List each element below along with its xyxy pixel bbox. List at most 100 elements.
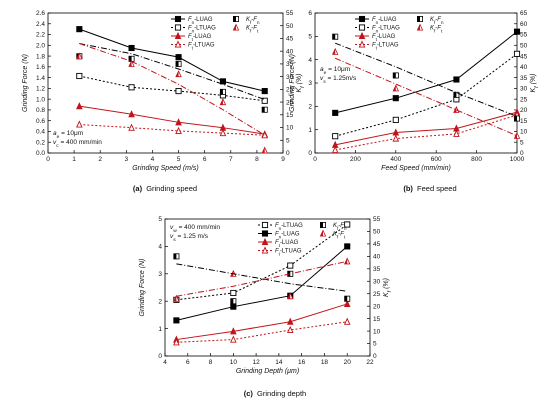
panel-c-series-f-n-luag-point-0 [173,317,180,324]
panel-c-xtick-label-9: 22 [366,359,374,366]
panel-c-series-k-f-f-t-point-2-fill [287,293,291,299]
panel-a-y2tick-label-8: 40 [286,48,294,55]
panel-c-xtick-label-3: 10 [230,359,238,366]
panel-b-y2tick-label-7: 35 [520,75,528,82]
panel-c-xtick-label-6: 16 [298,359,306,366]
panel-a-series-k-f-f-t-point-3-fill [220,99,223,105]
panel-b-y2tick-label-11: 55 [520,32,528,39]
panel-b-xtick-label-1: 200 [350,156,361,163]
panel-c-legend-marker-f-t-ltuag [261,246,269,254]
panel-c-y2tick-label-3: 15 [373,316,381,323]
panel-b-legend-entry-f-n-luag: Fn-LUAG [355,15,397,25]
panel-c-y2tick-label-9: 45 [373,241,381,248]
panel-b-series-k-f-f-t-point-3 [513,131,521,139]
panel-c-ytick-label-0: 0 [158,353,162,360]
panel-a-series-k-f-f-n-trend-line [79,43,265,101]
panel-a-series-k-f-f-t [76,52,268,154]
panel-c-series-f-n-ltuag-point-1 [230,289,237,297]
panel-b-ytick-label-5: 5 [308,34,312,41]
panel-a-legend-marker-f-n-ltuag [174,24,182,31]
panel-b-series-k-f-f-n-point-0 [332,33,339,40]
panel-c-series-f-n-ltuag-line [176,224,348,301]
panel-c-ytick-label-3: 3 [158,271,162,278]
panel-a-series-k-f-f-n-trend [79,43,265,101]
panel-b-y2tick-label-0: 0 [520,150,524,157]
panel-a-legend-marker-f-t-ltuag [174,40,182,48]
panel-b-legend-entry-f-t-ltuag: Ft-LTUAG [355,40,399,50]
panel-b-legend-marker-f-n-luag [358,15,366,23]
panel-c-y2label: Kf (%) [383,278,393,297]
panel-a-series-k-f-f-t-point-0 [76,52,83,60]
panel-b-legend-label-f-n-ltuag: Fn-LTUAG [372,26,400,34]
panel-c-y2tick-label-0: 0 [373,353,377,360]
panel-a-series-f-t-luag [76,102,269,138]
panel-c-legend-marker-f-n-ltuag [261,221,269,229]
panel-a-series-f-n-luag-point-4 [261,88,268,95]
panel-a-series-k-f-f-t-point-1 [128,59,135,67]
caption-a: (a) Grinding speed [133,184,197,193]
panel-c-series-f-n-luag-point-3 [344,243,351,250]
panel-a-xtick-label-0: 0 [46,156,50,163]
panel-b-y2tick-label-10: 50 [520,43,528,50]
panel-a-y2tick-label-5: 25 [286,87,294,94]
panel-a-y2tick-label-4: 20 [286,99,294,106]
panel-c-series-f-t-luag-line [176,303,348,341]
caption-a-label: (a) [133,184,143,193]
panel-a-xtick-label-9: 9 [281,156,285,163]
panel-b-ytick-label-6: 6 [308,10,312,17]
panel-a-legend-label-f-n-luag: Fn-LUAG [188,17,213,25]
panel-c-legend-entry-f-t-luag: Ft-LUAG [258,237,299,248]
panel-c-ytick-label-1: 1 [158,326,162,333]
panel-a-legend-marker-f-n-luag [174,15,182,23]
panel-c-series-k-f-f-n-trend-line [176,263,348,292]
caption-b: (b) Feed speed [403,184,456,193]
caption-c-label: (c) [244,389,254,398]
panel-b-series-k-f-f-t-point-1-fill [393,85,396,91]
panel-b-legend-marker-f-t-luag [358,31,366,40]
panel-c-series-k-f-f-t-point-1-fill [230,270,234,277]
panel-a-series-k-f-f-t-point-1-fill [128,60,132,67]
panel-c-frame [164,218,371,357]
panel-c-legend-entry-k-f-f-n: Kf-Fn [319,221,347,231]
panel-c-series-f-t-luag-point-1 [230,327,237,335]
panel-b-legend-marker-f-n-ltuag [358,24,366,31]
panel-b-xtick-label-5: 1000 [510,156,525,163]
panel-b-ytick-label-2: 2 [308,104,312,111]
panel-a-series-f-t-ltuag-point-1 [128,123,135,131]
panel-b-legend-marker-f-t-ltuag [358,40,366,48]
panel-c-xtick-label-0: 4 [163,359,167,366]
panel-a-series-k-f-f-t-point-3 [219,98,227,106]
panel-a: 0 1 2 3 4 5 6 7 8 90.00.20.40.60.81.01.21.41.61.8… [22,10,306,172]
panel-a-series-f-n-luag-point-3 [219,78,226,85]
panel-c-series-k-f-f-t-trend-line [176,260,348,297]
panel-a-y2tick-label-0: 0 [286,150,290,157]
panel-b-ytick-label-3: 3 [308,80,312,87]
panel-c-series-k-f-f-t-point-2 [287,292,294,300]
panel-b-xtick-label-2: 400 [390,156,401,163]
panel-b-series-k-f-f-n-point-3-fill [514,115,517,122]
panel-a-series-f-t-ltuag-point-3 [219,129,227,137]
panel-b-y2tick-label-13: 65 [520,10,528,17]
panel-a-legend-marker-f-t-luag [174,31,182,40]
panel-c-y2tick-label-6: 30 [373,278,381,285]
panel-c-xtick-label-8: 20 [344,359,352,366]
panel-c-series-k-f-f-n-trend [176,263,348,292]
panel-a-y2tick-label-10: 50 [286,23,294,30]
panel-c-ytick-label-2: 2 [158,298,162,305]
panel-b-series-k-f-f-t-point-1 [392,84,400,92]
panel-a-ylabel: Grinding Force (N) [22,54,29,112]
panel-b-y2tick-label-5: 25 [520,96,528,103]
panel-a-annotation-0: ae = 10μm [53,130,83,140]
panel-c-legend-entry-k-f-f-t: Kf-Ft [319,229,346,239]
panel-b-series-f-n-luag [332,28,521,116]
panel-c-series-f-n-ltuag-point-3 [344,221,351,228]
panel-c-series-k-f-f-n-point-0 [173,253,180,260]
panel-b-legend-marker-k-f-f-n-fill [417,16,420,22]
panel-b-series-f-n-ltuag-point-3 [513,50,521,57]
panel-a-ytick-label-6: 1.2 [36,86,45,93]
panel-a-series-f-n-luag [76,26,268,95]
panel-c-series-f-n-ltuag-point-2 [287,262,294,269]
panel-a-xtick-label-3: 3 [125,156,129,163]
panel-a-series-k-f-f-t-point-4-fill [262,147,265,154]
panel-a-series-f-t-ltuag-point-4 [261,131,269,139]
